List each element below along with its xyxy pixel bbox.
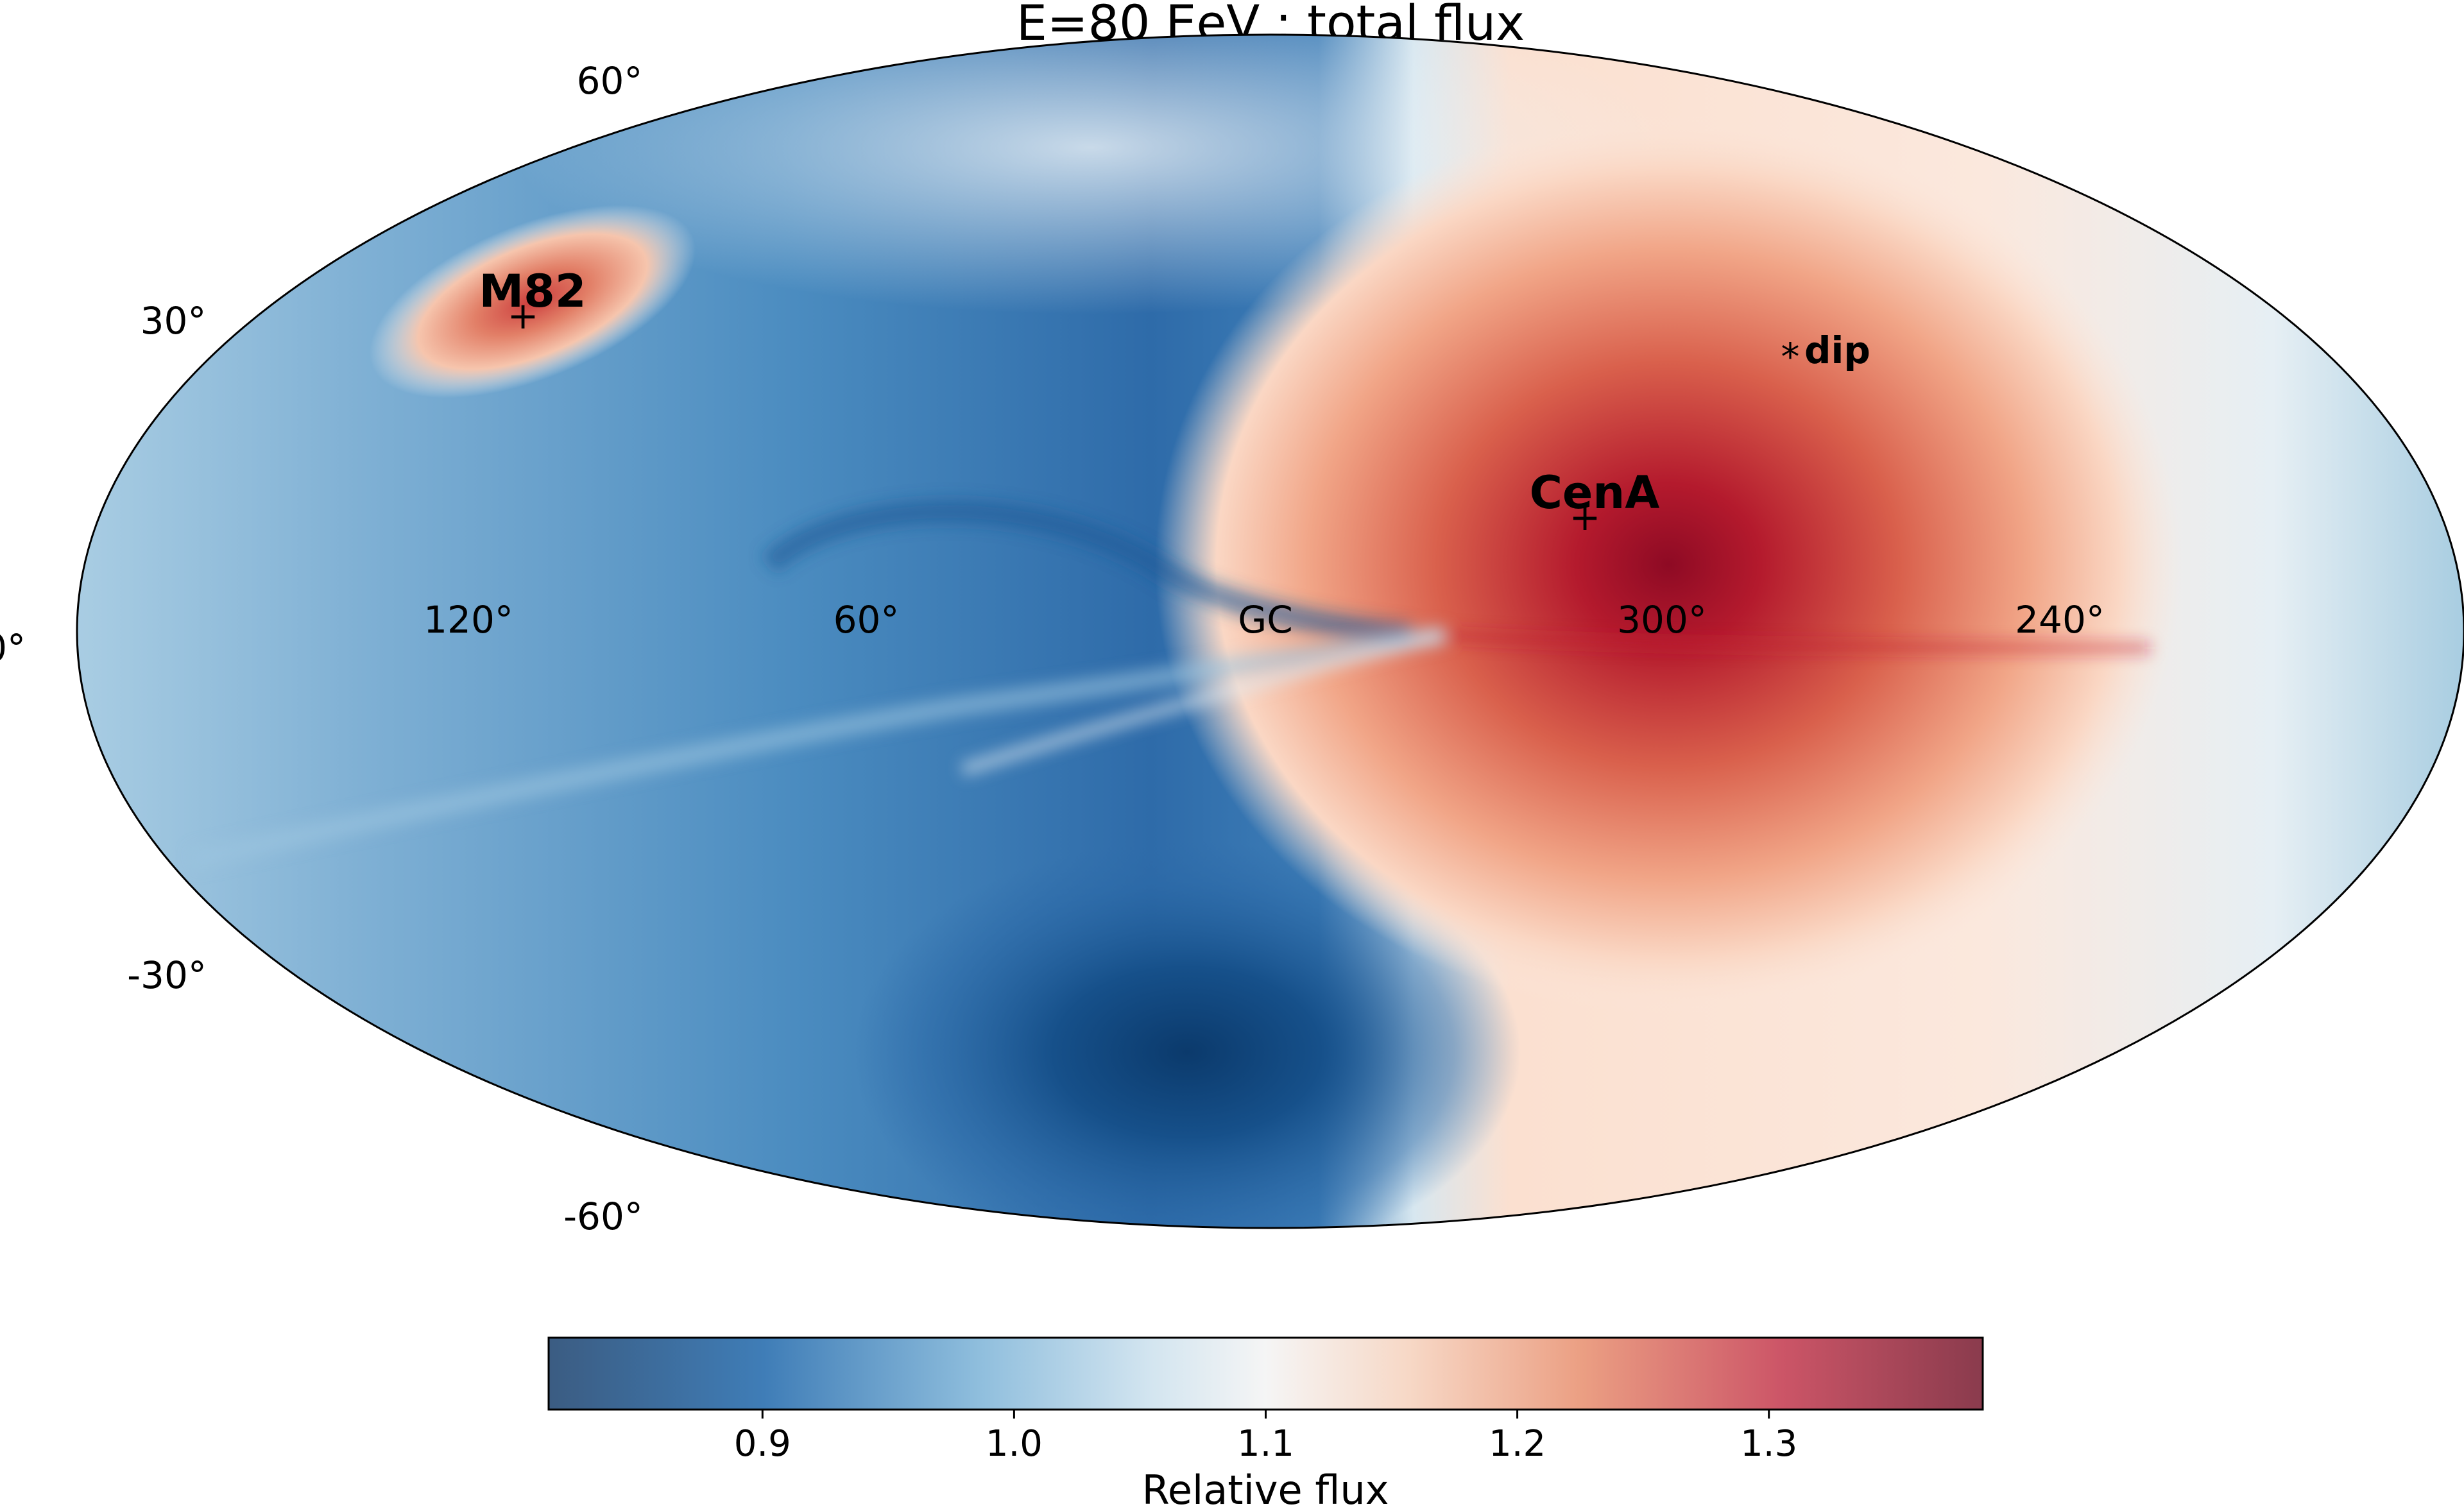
- lat-tick-30: 30°: [141, 299, 207, 343]
- lat-tick-minus60: -60°: [563, 1195, 643, 1238]
- lon-tick-240: 240°: [2015, 598, 2105, 642]
- colorbar-tick-label: 1.2: [1489, 1423, 1546, 1465]
- swirl-2: [190, 626, 1445, 869]
- heatmap-southern-deficit: [853, 840, 1521, 1228]
- source-m82-marker: +: [508, 294, 539, 337]
- source-m82-label: M82: [479, 265, 586, 318]
- colorbar-tick-label: 1.3: [1740, 1423, 1797, 1465]
- colorbar-tick-label: 1.0: [986, 1423, 1043, 1465]
- mollweide-outline: [76, 33, 2464, 1229]
- lon-tick-60: 60°: [834, 598, 900, 642]
- lat-tick-0: 0°: [0, 626, 26, 670]
- colorbar-gradient: [547, 1336, 1984, 1411]
- swirl-3: [960, 629, 1446, 776]
- colorbar-tick-label: 0.9: [734, 1423, 791, 1465]
- source-dip: * dip: [1781, 328, 1870, 379]
- colorbar: 0.9 1.0 1.1 1.2 1.3 Relative flux: [547, 1336, 1984, 1509]
- colorbar-label: Relative flux: [1142, 1467, 1389, 1509]
- source-dip-label: dip: [1804, 328, 1870, 372]
- heatmap-swirls: [190, 500, 2150, 869]
- colorbar-ticks: 0.9 1.0 1.1 1.2 1.3: [734, 1410, 1797, 1465]
- swirl-4: [1443, 630, 2150, 653]
- heatmap-cena-excess: [1155, 115, 2182, 1014]
- swirl-1: [762, 500, 1413, 647]
- skymap-heatmap: [77, 35, 2464, 1228]
- lat-tick-60: 60°: [577, 59, 643, 103]
- heatmap-m82-hotspot: [369, 205, 696, 398]
- source-m82: M82 +: [479, 265, 586, 337]
- colorbar-tick-label: 1.1: [1237, 1423, 1294, 1465]
- source-dip-marker: *: [1781, 335, 1800, 379]
- source-cena: CenA +: [1530, 466, 1660, 539]
- source-cena-marker: +: [1570, 495, 1601, 539]
- lon-tick-300: 300°: [1617, 598, 1707, 642]
- source-cena-label: CenA: [1530, 466, 1660, 519]
- lon-tick-120: 120°: [424, 598, 513, 642]
- lat-tick-minus30: -30°: [127, 953, 207, 997]
- lon-tick-gc: GC: [1238, 598, 1292, 642]
